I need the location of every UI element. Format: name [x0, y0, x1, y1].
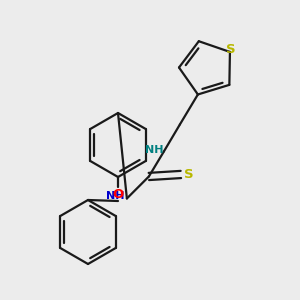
Text: NH: NH [106, 191, 124, 202]
Text: S: S [184, 168, 194, 181]
Text: S: S [226, 44, 236, 56]
Text: O: O [112, 188, 124, 200]
Text: NH: NH [145, 146, 163, 155]
